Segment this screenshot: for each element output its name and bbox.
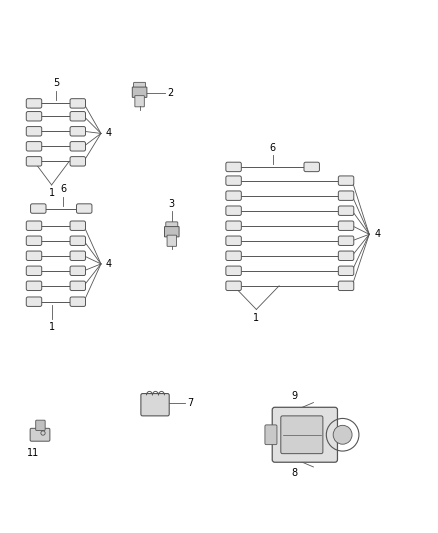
- Text: 8: 8: [291, 469, 297, 478]
- FancyBboxPatch shape: [272, 407, 337, 462]
- Text: 4: 4: [105, 259, 111, 269]
- FancyBboxPatch shape: [338, 221, 354, 230]
- FancyBboxPatch shape: [338, 251, 354, 261]
- Text: 1: 1: [49, 188, 55, 198]
- FancyBboxPatch shape: [338, 236, 354, 246]
- FancyBboxPatch shape: [304, 162, 319, 172]
- FancyBboxPatch shape: [338, 206, 354, 215]
- FancyBboxPatch shape: [338, 266, 354, 276]
- Text: 3: 3: [169, 199, 175, 208]
- FancyBboxPatch shape: [70, 297, 85, 306]
- Text: 9: 9: [291, 391, 297, 401]
- FancyBboxPatch shape: [31, 204, 46, 213]
- FancyBboxPatch shape: [30, 429, 50, 441]
- Text: 1: 1: [49, 322, 55, 332]
- FancyBboxPatch shape: [338, 281, 354, 290]
- Circle shape: [333, 425, 352, 444]
- FancyBboxPatch shape: [70, 281, 85, 290]
- FancyBboxPatch shape: [26, 99, 42, 108]
- FancyBboxPatch shape: [226, 162, 241, 172]
- FancyBboxPatch shape: [226, 221, 241, 230]
- FancyBboxPatch shape: [77, 204, 92, 213]
- FancyBboxPatch shape: [70, 221, 85, 230]
- Text: 7: 7: [187, 398, 193, 408]
- FancyBboxPatch shape: [70, 251, 85, 261]
- Text: 2: 2: [167, 87, 174, 98]
- FancyBboxPatch shape: [26, 297, 42, 306]
- FancyBboxPatch shape: [26, 281, 42, 290]
- FancyBboxPatch shape: [281, 416, 323, 454]
- FancyBboxPatch shape: [226, 266, 241, 276]
- FancyBboxPatch shape: [226, 176, 241, 185]
- FancyBboxPatch shape: [141, 393, 169, 416]
- FancyBboxPatch shape: [26, 142, 42, 151]
- FancyBboxPatch shape: [226, 281, 241, 290]
- FancyBboxPatch shape: [338, 191, 354, 200]
- FancyBboxPatch shape: [26, 236, 42, 246]
- FancyBboxPatch shape: [70, 142, 85, 151]
- FancyBboxPatch shape: [226, 206, 241, 215]
- FancyBboxPatch shape: [70, 111, 85, 121]
- Text: 4: 4: [105, 128, 111, 139]
- FancyBboxPatch shape: [36, 420, 45, 431]
- FancyBboxPatch shape: [26, 157, 42, 166]
- FancyBboxPatch shape: [166, 222, 178, 229]
- FancyBboxPatch shape: [70, 126, 85, 136]
- Text: 4: 4: [375, 229, 381, 239]
- FancyBboxPatch shape: [70, 266, 85, 276]
- FancyBboxPatch shape: [226, 251, 241, 261]
- Text: 1: 1: [253, 313, 259, 323]
- FancyBboxPatch shape: [338, 176, 354, 185]
- FancyBboxPatch shape: [26, 221, 42, 230]
- FancyBboxPatch shape: [134, 83, 145, 89]
- FancyBboxPatch shape: [26, 266, 42, 276]
- FancyBboxPatch shape: [70, 236, 85, 246]
- FancyBboxPatch shape: [226, 191, 241, 200]
- FancyBboxPatch shape: [70, 157, 85, 166]
- FancyBboxPatch shape: [26, 111, 42, 121]
- Text: 6: 6: [270, 143, 276, 153]
- FancyBboxPatch shape: [70, 99, 85, 108]
- Text: 6: 6: [60, 184, 67, 195]
- FancyBboxPatch shape: [132, 87, 147, 98]
- FancyBboxPatch shape: [165, 227, 179, 237]
- FancyBboxPatch shape: [26, 126, 42, 136]
- FancyBboxPatch shape: [265, 425, 277, 445]
- FancyBboxPatch shape: [26, 251, 42, 261]
- Text: 5: 5: [53, 78, 59, 88]
- FancyBboxPatch shape: [135, 95, 144, 107]
- FancyBboxPatch shape: [167, 235, 177, 246]
- Text: 11: 11: [27, 448, 39, 458]
- FancyBboxPatch shape: [226, 236, 241, 246]
